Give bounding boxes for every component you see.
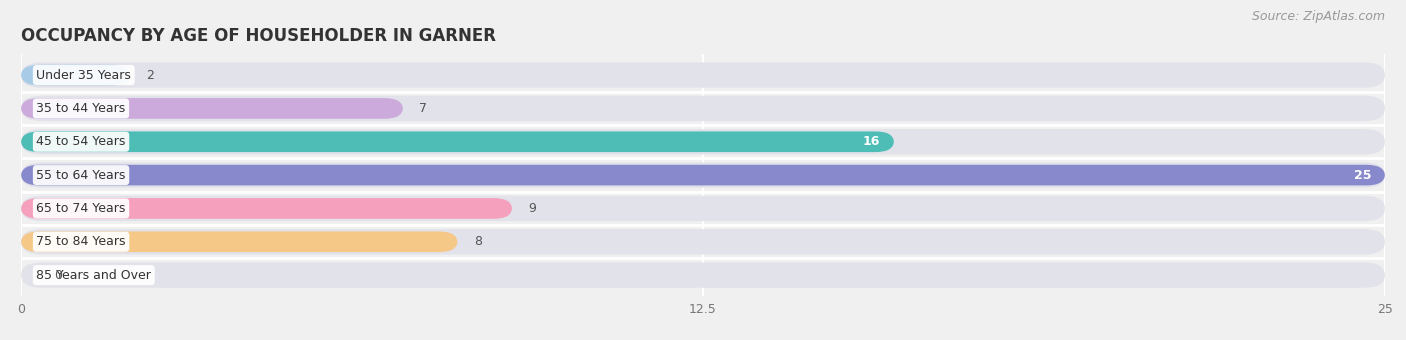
FancyBboxPatch shape	[21, 196, 1385, 221]
Text: 55 to 64 Years: 55 to 64 Years	[37, 169, 125, 182]
FancyBboxPatch shape	[21, 165, 1385, 185]
Text: 75 to 84 Years: 75 to 84 Years	[37, 235, 127, 248]
Text: 85 Years and Over: 85 Years and Over	[37, 269, 152, 282]
Text: 45 to 54 Years: 45 to 54 Years	[37, 135, 125, 148]
Text: Source: ZipAtlas.com: Source: ZipAtlas.com	[1251, 10, 1385, 23]
Text: 35 to 44 Years: 35 to 44 Years	[37, 102, 125, 115]
Text: OCCUPANCY BY AGE OF HOUSEHOLDER IN GARNER: OCCUPANCY BY AGE OF HOUSEHOLDER IN GARNE…	[21, 27, 496, 45]
Text: 9: 9	[529, 202, 536, 215]
FancyBboxPatch shape	[21, 65, 131, 85]
Text: 0: 0	[53, 269, 62, 282]
Text: 2: 2	[146, 69, 155, 82]
Text: 25: 25	[1354, 169, 1371, 182]
FancyBboxPatch shape	[21, 96, 1385, 121]
Text: 16: 16	[863, 135, 880, 148]
FancyBboxPatch shape	[21, 129, 1385, 154]
FancyBboxPatch shape	[21, 232, 457, 252]
FancyBboxPatch shape	[21, 198, 512, 219]
Text: 65 to 74 Years: 65 to 74 Years	[37, 202, 125, 215]
FancyBboxPatch shape	[21, 262, 1385, 288]
FancyBboxPatch shape	[21, 163, 1385, 188]
Text: 8: 8	[474, 235, 482, 248]
Text: 7: 7	[419, 102, 427, 115]
FancyBboxPatch shape	[21, 98, 404, 119]
Text: Under 35 Years: Under 35 Years	[37, 69, 131, 82]
FancyBboxPatch shape	[21, 132, 894, 152]
FancyBboxPatch shape	[21, 63, 1385, 88]
FancyBboxPatch shape	[21, 229, 1385, 254]
